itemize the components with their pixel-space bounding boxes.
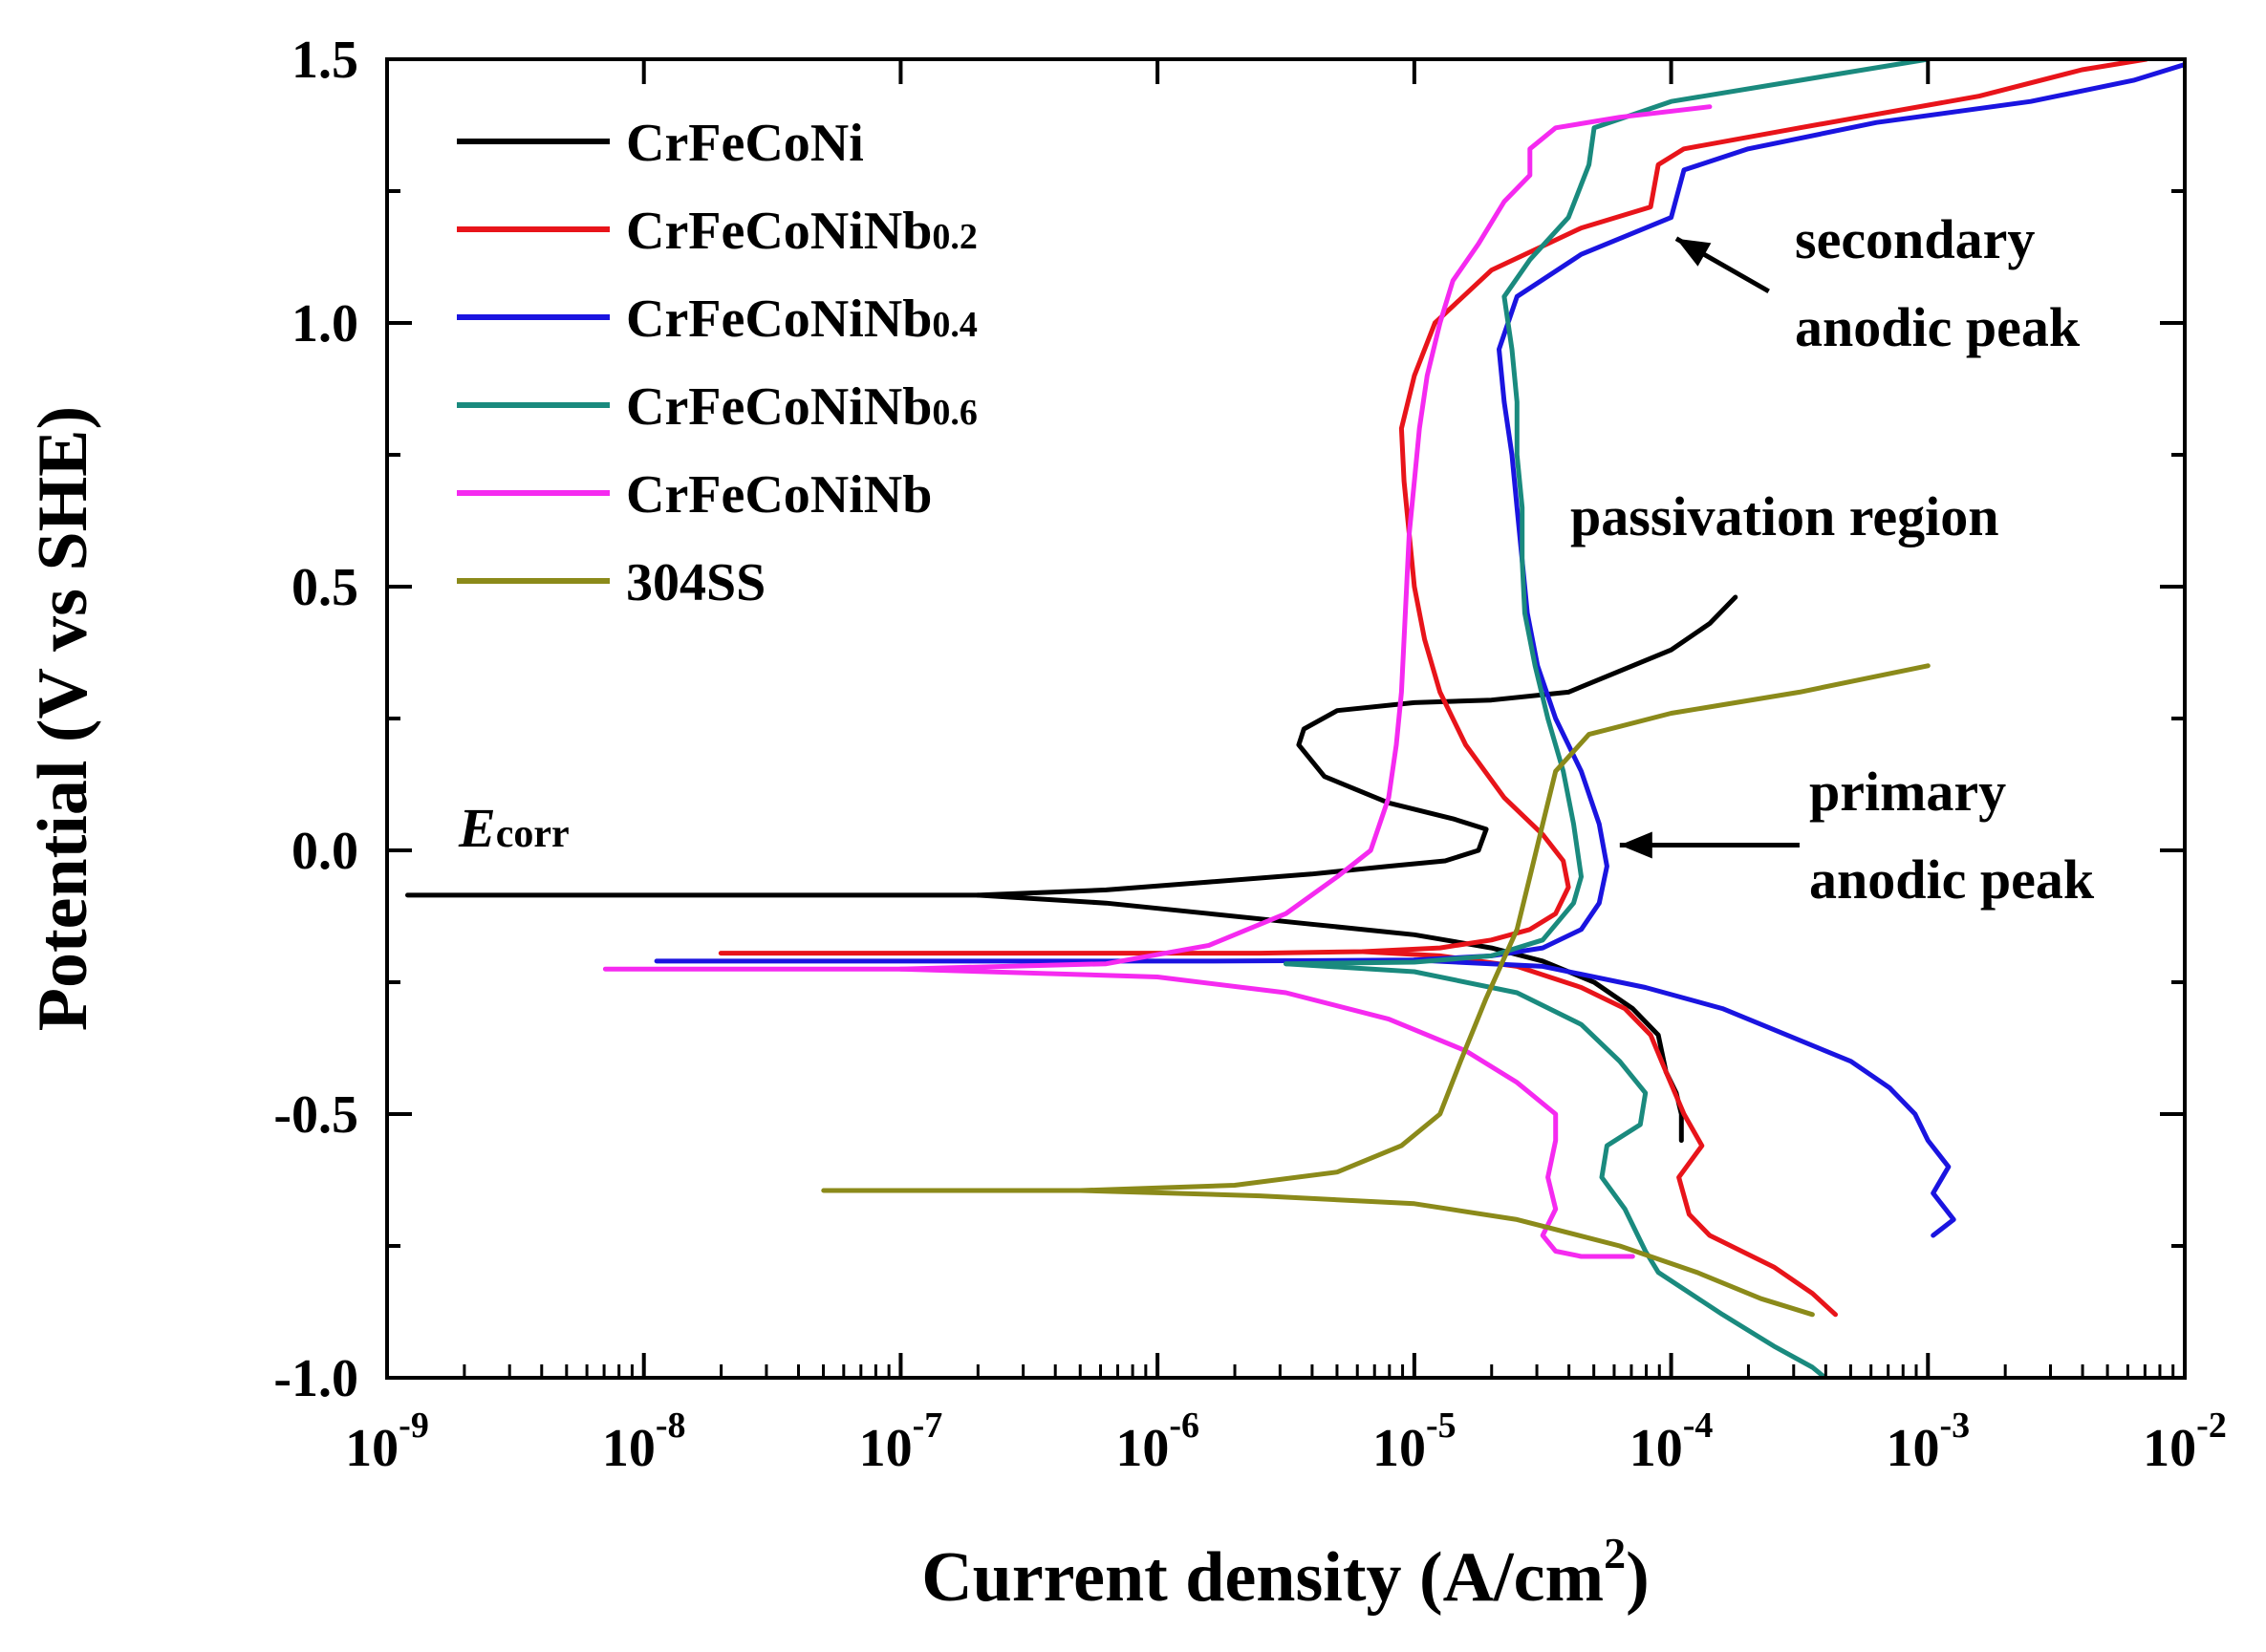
series-line-crfeconinb-8 — [602, 104, 1713, 972]
x-axis-title-sup: 2 — [1604, 1529, 1626, 1577]
x-tick-label: 10-2 — [2143, 1405, 2227, 1478]
annotations: secondary anodic peak passivation region pr… — [458, 208, 2095, 911]
series-line-304ss-11 — [1078, 1188, 1815, 1318]
annotation-primary: primary — [1809, 761, 2006, 823]
y-axis-title: Potential (V vs SHE) — [24, 406, 102, 1031]
annotation-secondary: anodic peak — [1795, 296, 2081, 358]
series-line-304ss-10 — [821, 663, 1931, 1193]
x-tick-label: 10-8 — [602, 1405, 686, 1478]
series-line-crfeconinb0-2-2 — [718, 59, 2149, 956]
annotation-secondary: secondary — [1795, 208, 2035, 270]
x-tick-label: 10-7 — [859, 1405, 943, 1478]
legend-label: CrFeCoNiNb — [626, 465, 932, 525]
series-line-crfeconinb0-6-6 — [1284, 59, 1931, 967]
y-tick-label: -0.5 — [273, 1085, 358, 1145]
y-tick-label: -1.0 — [273, 1349, 358, 1408]
y-tick-label: 0.5 — [291, 558, 358, 617]
x-tick-label: 10-4 — [1629, 1405, 1714, 1478]
y-tick-label: 0.0 — [291, 822, 358, 881]
x-tick-label: 10-6 — [1115, 1405, 1199, 1478]
x-tick-label: 10-5 — [1372, 1405, 1457, 1478]
x-axis-title: Current density (A/cm2) — [921, 1529, 1650, 1617]
legend-label: CrFeCoNiNb0.4 — [626, 290, 978, 349]
x-tick-label: 10-9 — [345, 1405, 429, 1478]
series-line-crfeconinb0-6-7 — [1284, 961, 1828, 1378]
series-layer — [405, 59, 2185, 1378]
legend-label: CrFeCoNi — [626, 114, 864, 173]
legend-label: CrFeCoNiNb0.6 — [626, 377, 978, 437]
annotation-passivation: passivation region — [1570, 485, 1999, 547]
y-tick-label: 1.0 — [291, 294, 358, 354]
tick-labels-layer: 10-9 10-8 10-7 10-6 10-5 10-4 10-3 10-2 1.5 1.0 0.… — [273, 31, 2226, 1478]
legend-label: 304SS — [626, 553, 766, 612]
ecorr-label: Ecorr — [458, 797, 570, 859]
series-line-crfeconinb0-4-5 — [1412, 957, 1956, 1238]
ticks-layer — [385, 57, 2187, 1380]
y-tick-label: 1.5 — [291, 31, 358, 90]
annotation-arrow-head — [1619, 831, 1652, 859]
annotation-primary: anodic peak — [1809, 848, 2095, 911]
series-line-crfeconinb-9 — [897, 966, 1635, 1259]
series-line-crfeconinb0-2-3 — [1360, 949, 1838, 1318]
x-tick-label: 10-3 — [1886, 1405, 1970, 1478]
legend: CrFeCoNi CrFeCoNiNb0.2 CrFeCoNiNb0.4 CrFeCo… — [457, 114, 978, 612]
legend-label: CrFeCoNiNb0.2 — [626, 202, 978, 261]
annotation-arrow-head — [1675, 238, 1712, 267]
